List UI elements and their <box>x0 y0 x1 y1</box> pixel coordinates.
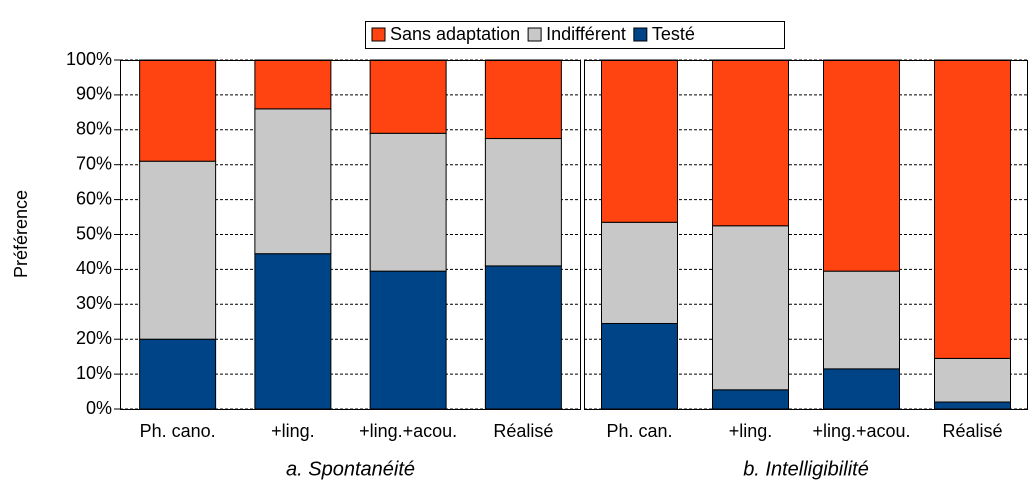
bar-segment <box>934 59 1011 359</box>
legend-label: Indifférent <box>546 24 626 44</box>
y-axis-label: Préférence <box>11 190 31 278</box>
bar-segment <box>823 368 900 410</box>
bar-segment <box>601 59 678 223</box>
y-tick-label: 50% <box>76 223 112 243</box>
x-tick-label: Ph. can. <box>606 421 672 441</box>
legend-swatch <box>371 27 386 42</box>
x-tick-label: +ling. <box>729 421 773 441</box>
bar-segment <box>139 160 217 340</box>
bar-segment <box>139 59 217 162</box>
bar-segment <box>254 253 332 410</box>
plot-frame <box>584 60 1028 410</box>
bar-segment <box>139 338 217 410</box>
legend-swatch <box>527 27 542 42</box>
bar-segment <box>712 59 789 227</box>
bar-segment <box>369 59 447 134</box>
bar-segment <box>369 270 447 410</box>
bar-segment <box>484 138 562 267</box>
bar-segment <box>601 221 678 324</box>
bar-segment <box>712 389 789 410</box>
y-tick-label: 20% <box>76 328 112 348</box>
legend-box <box>365 21 785 49</box>
y-tick-label: 30% <box>76 293 112 313</box>
y-tick-label: 10% <box>76 363 112 383</box>
bar-segment <box>934 401 1011 410</box>
x-tick-label: +ling. <box>271 421 315 441</box>
y-tick-label: 100% <box>66 49 112 69</box>
bar-segment <box>823 59 900 272</box>
legend-label: Testé <box>652 24 695 44</box>
bar-segment <box>934 357 1011 403</box>
bar-segment <box>484 59 562 140</box>
x-tick-label: +ling.+acou. <box>359 421 457 441</box>
x-tick-label: Ph. cano. <box>140 421 216 441</box>
legend-label: Sans adaptation <box>390 24 520 44</box>
bar-segment <box>601 322 678 410</box>
bar-segment <box>712 225 789 391</box>
bar-segment <box>254 108 332 255</box>
y-tick-label: 60% <box>76 188 112 208</box>
x-tick-label: Réalisé <box>493 421 553 441</box>
plot-frame <box>120 60 581 410</box>
y-tick-label: 70% <box>76 153 112 173</box>
x-tick-label: +ling.+acou. <box>812 421 910 441</box>
y-tick-label: 40% <box>76 258 112 278</box>
subtitle: b. Intelligibilité <box>743 458 869 480</box>
y-tick-label: 0% <box>86 398 112 418</box>
bar-segment <box>369 132 447 272</box>
y-tick-label: 80% <box>76 119 112 139</box>
bar-segment <box>823 270 900 370</box>
legend-swatch <box>633 27 648 42</box>
subtitle: a. Spontanéité <box>286 458 415 480</box>
bar-segment <box>254 59 332 110</box>
y-tick-label: 90% <box>76 84 112 104</box>
bar-segment <box>484 265 562 410</box>
x-tick-label: Réalisé <box>942 421 1002 441</box>
